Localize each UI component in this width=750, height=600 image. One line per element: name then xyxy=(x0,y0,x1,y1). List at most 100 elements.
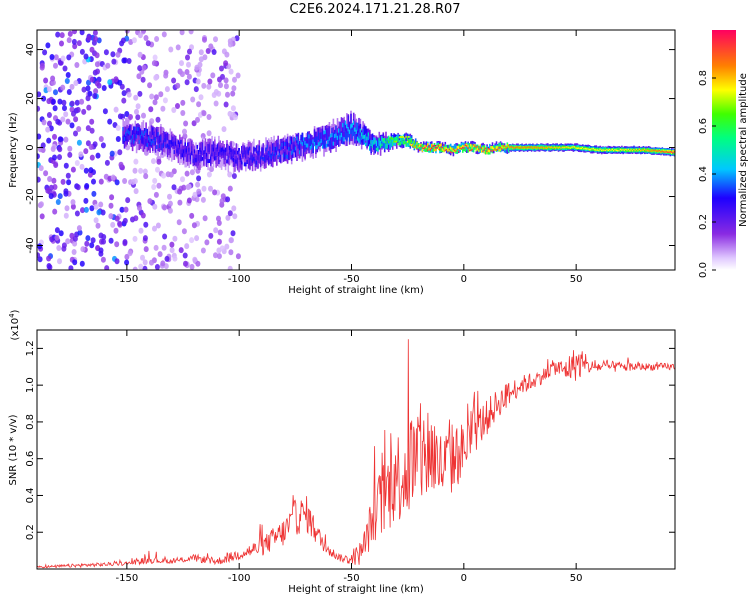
noise-blob xyxy=(74,210,80,217)
ridge-cell xyxy=(179,143,181,148)
noise-blob xyxy=(137,65,143,72)
ridge-cell xyxy=(458,150,460,153)
ridge-cell xyxy=(282,153,285,158)
ridge-cell xyxy=(269,153,271,158)
noise-blob xyxy=(186,197,192,204)
ridge-cell xyxy=(292,150,294,158)
ridge-cell xyxy=(394,139,397,146)
ridge-cell xyxy=(660,151,662,153)
noise-blob xyxy=(83,197,89,204)
noise-blob xyxy=(175,44,181,51)
ridge-cell xyxy=(642,149,645,152)
ridge-cell xyxy=(123,126,126,143)
noise-blob xyxy=(125,197,131,204)
ridge-cell xyxy=(303,137,305,142)
ridge-cell xyxy=(572,146,575,148)
ridge-cell xyxy=(435,147,437,149)
noise-blob xyxy=(133,158,139,165)
ridge-cell xyxy=(397,138,399,142)
ridge-cell xyxy=(350,124,352,129)
noise-blob xyxy=(73,80,79,86)
noise-blob xyxy=(55,199,61,205)
noise-blob xyxy=(223,60,229,67)
y-tick-label: 0.2 xyxy=(25,524,36,540)
noise-blob xyxy=(71,249,77,255)
noise-blob xyxy=(70,199,76,206)
ridge-cell xyxy=(125,133,127,142)
ridge-cell xyxy=(185,148,188,153)
ridge-cell xyxy=(179,145,181,165)
ridge-cell xyxy=(396,136,398,141)
ridge-cell xyxy=(300,134,302,143)
ridge-cell xyxy=(490,145,492,149)
snr-panel: -150 -100 -50 0 50 0.2 0.4 0.6 0.8 1.0 1.2 Height … xyxy=(8,309,676,595)
snr-ticks: -150 -100 -50 0 50 0.2 0.4 0.6 0.8 1.0 1.2 xyxy=(25,330,675,584)
ridge-cell xyxy=(356,136,359,141)
noise-blob xyxy=(42,49,48,56)
ridge-cell xyxy=(172,142,174,147)
ridge-cell xyxy=(541,146,544,148)
ridge-cell xyxy=(319,141,321,146)
ridge-cell xyxy=(227,155,230,160)
ridge-cell xyxy=(137,128,139,144)
ridge-cell xyxy=(257,152,259,160)
ridge-cell xyxy=(627,149,630,152)
noise-blob xyxy=(176,219,182,226)
noise-blob xyxy=(168,46,174,53)
ridge-cell xyxy=(375,147,378,151)
noise-blob xyxy=(175,103,180,109)
ridge-cell xyxy=(250,143,252,159)
ridge-cell xyxy=(344,120,347,125)
figure-title: C2E6.2024.171.21.28.R07 xyxy=(289,2,461,17)
ridge-cell xyxy=(165,133,168,142)
ridge-cell xyxy=(265,154,267,163)
ridge-cell xyxy=(173,150,176,154)
noise-blob xyxy=(218,82,223,89)
noise-blob xyxy=(195,260,201,267)
ridge-cell xyxy=(154,137,157,142)
ridge-cell xyxy=(391,137,394,140)
ridge-cell xyxy=(296,136,298,141)
noise-blob xyxy=(63,111,69,118)
snr-y-multiplier: (x104) xyxy=(8,309,21,340)
ridge-cell xyxy=(634,149,637,152)
ridge-cell xyxy=(371,133,374,143)
ridge-cell xyxy=(662,151,665,153)
ridge-cell xyxy=(379,140,382,147)
ridge-cell xyxy=(278,153,281,157)
ridge-cell xyxy=(650,150,653,152)
ridge-cell xyxy=(348,132,351,142)
ridge-cell xyxy=(129,125,131,134)
ridge-cell xyxy=(146,143,149,147)
ridge-cell xyxy=(356,122,359,131)
noise-blob xyxy=(105,62,111,69)
y-tick-label: 0.6 xyxy=(25,451,36,467)
ridge-cell xyxy=(390,136,393,139)
ridge-cell xyxy=(514,147,517,149)
ridge-cell xyxy=(289,143,292,151)
ridge-cell xyxy=(521,146,523,148)
ridge-cell xyxy=(526,146,529,148)
ridge-cell xyxy=(391,141,394,147)
ridge-cell xyxy=(272,143,274,152)
noise-blob xyxy=(155,166,160,173)
spectrogram-x-axis-label: Height of straight line (km) xyxy=(288,285,424,296)
noise-blob xyxy=(57,98,63,105)
ridge-cell xyxy=(362,135,364,139)
noise-blob xyxy=(49,236,55,243)
noise-blob xyxy=(89,76,95,83)
ridge-cell xyxy=(518,147,521,149)
ridge-cell xyxy=(205,141,208,158)
ridge-cell xyxy=(308,134,310,139)
ridge-cell xyxy=(251,158,254,163)
ridge-cell xyxy=(174,141,177,146)
colorbar-tick-label: 0.0 xyxy=(698,262,709,278)
ridge-cell xyxy=(253,156,255,161)
noise-blob xyxy=(37,153,40,160)
ridge-cell xyxy=(652,149,654,151)
ridge-cell xyxy=(245,162,247,167)
ridge-cell xyxy=(549,146,552,149)
noise-blob xyxy=(41,95,47,102)
ridge-cell xyxy=(408,134,410,143)
ridge-cell xyxy=(408,141,410,147)
